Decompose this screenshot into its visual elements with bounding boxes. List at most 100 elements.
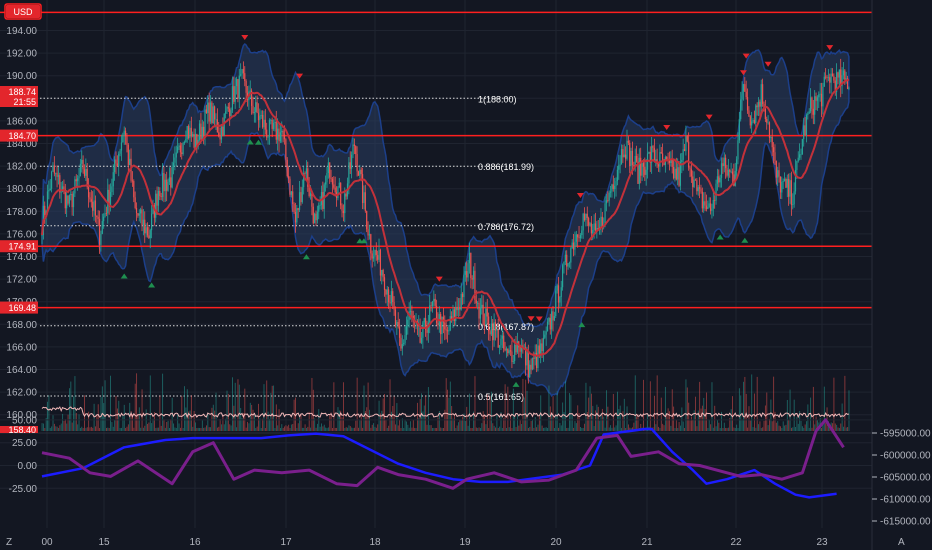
candle-body (260, 115, 262, 116)
volume-bar (636, 416, 638, 431)
volume-bar (63, 420, 65, 431)
candle-body (160, 196, 162, 197)
candle-body (805, 115, 808, 136)
candle-body (192, 133, 194, 137)
candle-body (479, 308, 481, 319)
volume-bar (173, 423, 175, 431)
volume-bar (786, 399, 788, 431)
candle-body (367, 229, 369, 236)
volume-bar (775, 422, 777, 431)
candle-body (300, 192, 302, 203)
volume-bar (807, 404, 809, 431)
candle-body (786, 178, 788, 188)
candle-body (697, 187, 699, 192)
candle-body (64, 189, 66, 209)
candle-body (820, 93, 823, 107)
buy-signal-arrow (254, 139, 262, 145)
volume-bar (518, 425, 520, 431)
volume-bar (82, 427, 84, 431)
candle-body (179, 145, 181, 153)
candle-body (807, 113, 809, 116)
volume-bar (537, 424, 539, 431)
volume-bar (619, 405, 621, 431)
volume-bar (55, 426, 57, 431)
price-axis[interactable] (872, 0, 932, 550)
candle-body (87, 187, 90, 198)
volume-bar (493, 425, 495, 431)
candle-body (49, 188, 51, 191)
volume-bar (817, 419, 818, 431)
auto-scale-icon[interactable]: A (898, 537, 905, 548)
volume-bar (443, 427, 444, 431)
volume-bar (844, 375, 846, 431)
volume-bar (340, 410, 342, 431)
candle-body (618, 165, 620, 170)
candle-body (722, 163, 724, 167)
candle-body (472, 270, 475, 280)
volume-bar (503, 418, 505, 431)
buy-signal-arrow (512, 381, 520, 387)
candle-body (138, 213, 140, 216)
volume-bar (266, 380, 268, 431)
candle-body (145, 227, 147, 234)
candle-body (612, 184, 614, 190)
volume-bar (377, 424, 379, 431)
price-tick-label: 194.00 (6, 26, 37, 37)
candle-body (108, 189, 110, 206)
candle-body (44, 205, 46, 216)
volume-bar (826, 407, 828, 431)
candle-body (83, 169, 86, 176)
candle-body (788, 178, 790, 197)
fibonacci-retracement[interactable]: 1(188.00) 0.886(181.99) 0.786(176.72) 0.618… (40, 94, 534, 402)
volume-bar (414, 427, 416, 431)
candle-body (100, 233, 102, 245)
volume-bar (744, 376, 746, 431)
time-tick-label: 20 (550, 537, 562, 548)
volume-bar (248, 423, 250, 431)
volume-bar (110, 375, 111, 431)
volume-bar (736, 424, 738, 431)
volume-bar (390, 411, 392, 431)
candle-body (645, 169, 647, 175)
candle-body (779, 176, 782, 193)
volume-bar (347, 427, 349, 431)
volume-bar (756, 376, 758, 431)
candle-body (68, 195, 70, 204)
candle-body (227, 107, 229, 109)
oscillator-tick-label: 50.00 (12, 415, 37, 426)
zoom-icon[interactable]: Z (6, 537, 12, 548)
volume-bar (729, 418, 731, 431)
volume-bar (755, 427, 757, 431)
volume-bar (560, 425, 562, 431)
volume-bar (833, 377, 835, 431)
candle-body (566, 254, 568, 267)
volume-bar (488, 427, 490, 431)
volume-bar (603, 416, 605, 431)
candle-body (631, 150, 634, 165)
volume-bar (580, 426, 581, 431)
candle-body (848, 87, 850, 89)
candle-body (234, 86, 236, 102)
candle-body (316, 211, 318, 221)
candle-body (515, 344, 517, 353)
volume-bar (292, 424, 294, 431)
volume-bar (182, 427, 184, 431)
volume-bar (227, 393, 229, 431)
candle-body (131, 180, 134, 182)
volume-bar (734, 427, 736, 431)
current-price-label: 188.74 (8, 87, 36, 97)
volume-bar (795, 426, 796, 431)
volume-bar (680, 425, 681, 431)
currency-tag[interactable]: USD (4, 3, 42, 20)
volume-bar (315, 427, 317, 431)
time-axis[interactable]: 00 15 16 17 18 19 20 21 22 23 (41, 537, 828, 548)
volume-bar (269, 418, 270, 431)
volume-bar (381, 410, 383, 431)
volume-bar (760, 427, 762, 431)
volume-bar (343, 382, 344, 431)
volume-bar (515, 427, 517, 431)
volume-bar (623, 398, 625, 431)
candle-body (833, 76, 835, 81)
candle-body (182, 142, 184, 154)
